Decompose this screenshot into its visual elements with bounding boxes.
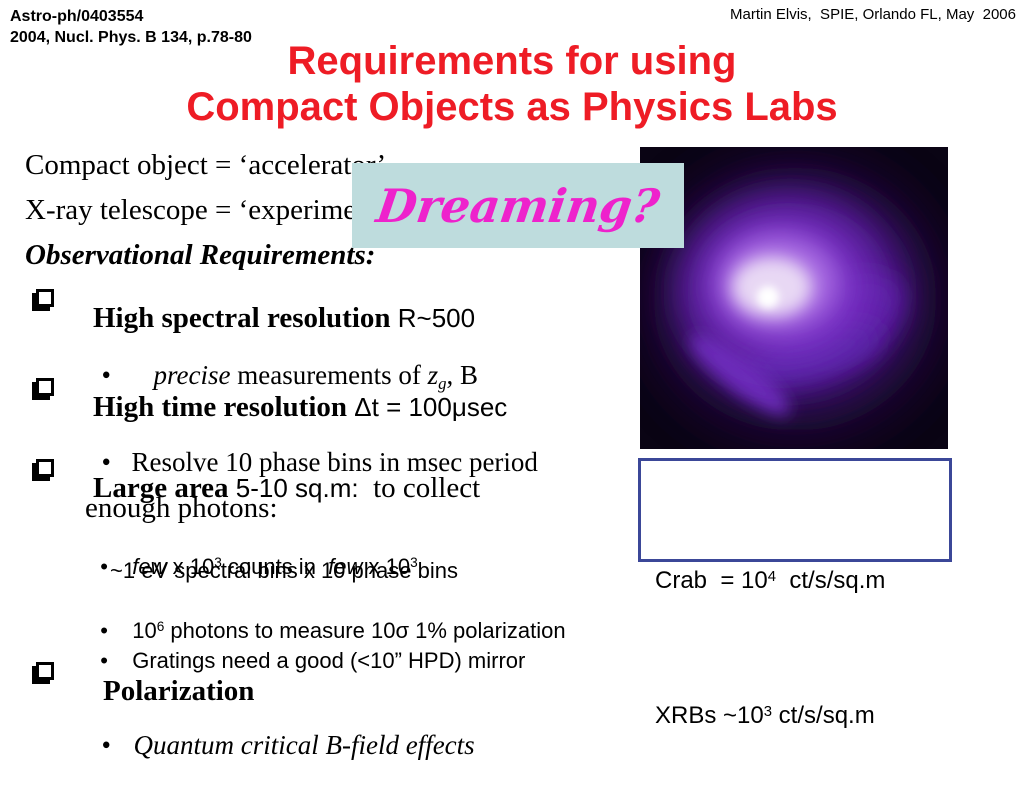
checkbox-bullet-icon <box>36 459 54 477</box>
emphasis-text: few <box>132 554 167 579</box>
subbullet-quantum-critical: • Quantum critical B-field effects <box>88 699 475 761</box>
crab-nebula-image <box>640 147 948 449</box>
plain-text: Gratings need a good (<10” HPD) mirror <box>132 648 526 673</box>
bullet-bold-text: High time resolution <box>93 391 348 423</box>
dot-bullet-icon: • <box>100 618 108 643</box>
slide-title: Requirements for using Compact Objects a… <box>0 38 1024 130</box>
plain-text: measurements of <box>230 360 428 390</box>
bullet-bold-text: Large area <box>93 472 229 504</box>
bullet-bold-text: Polarization <box>103 675 255 707</box>
bullet-large-area-line1: Large area 5-10 sq.m: to collect <box>85 454 480 505</box>
superscript-3: 3 <box>763 703 773 720</box>
dot-bullet-icon: • <box>101 730 111 760</box>
superscript-6: 6 <box>156 619 165 635</box>
plain-text: , B <box>446 360 479 390</box>
plain-text: x 10 <box>166 554 215 579</box>
subbullet-gratings-mirror: • Gratings need a good (<10” HPD) mirror <box>88 622 525 674</box>
intro-line-compact-object: Compact object = ‘accelerator’ <box>25 149 387 181</box>
emphasis-text: precise <box>153 360 231 390</box>
plain-text: counts in <box>221 554 329 579</box>
journal-reference: 2004, Nucl. Phys. B 134, p.78-80 <box>10 29 252 46</box>
subbullet-counts-line2: ~1 eV spectral bins x 10 phase bins <box>110 558 458 583</box>
plain-text: 10 <box>132 618 157 643</box>
subbullet-polarization-photons: • 106 photons to measure 10σ 1% polarizat… <box>88 592 566 644</box>
plain-text: Resolve 10 phase bins in msec period <box>131 447 538 477</box>
bullet-bold-text: High spectral resolution <box>93 302 391 334</box>
bullet-polarization: Polarization <box>95 657 254 708</box>
superscript-4: 4 <box>767 568 777 585</box>
dreaming-label: Dreaming? <box>373 178 663 233</box>
checkbox-bullet-icon <box>36 662 54 680</box>
count-rate-box: Crab = 104 ct/s/sq.m XRBs ~103 ct/s/sq.m <box>638 458 952 729</box>
dot-bullet-icon: • <box>100 554 108 579</box>
bullet-high-time-resolution: High time resolution Δt = 100μsec <box>85 373 507 424</box>
italic-text: Quantum critical B-field effects <box>133 730 475 760</box>
variable-z: z <box>427 360 439 390</box>
count-rate-line-xrbs: XRBs ~103 ct/s/sq.m <box>655 694 949 741</box>
emphasis-text: few <box>328 554 363 579</box>
crab-nebula-svg <box>640 147 948 449</box>
plain-text: XRBs ~10 <box>655 702 764 729</box>
dot-bullet-icon: • <box>101 447 111 477</box>
subbullet-precise-measurements: • precise measurements of zg, B <box>88 329 479 393</box>
checkbox-bullet-icon <box>36 289 54 307</box>
subscript-g: g <box>438 373 447 393</box>
dot-bullet-icon: • <box>100 648 108 673</box>
plain-text: Crab = 10 <box>655 567 768 594</box>
count-rate-line-crab: Crab = 104 ct/s/sq.m <box>655 559 949 606</box>
bullet-value-text: R~500 <box>390 303 476 333</box>
bullet-value-text: 5-10 sq.m: <box>228 473 374 503</box>
reference-block: Astro-ph/0403554 2004, Nucl. Phys. B 134… <box>10 6 252 48</box>
subbullet-counts-line1: • few x 103 counts in few x 103 <box>88 528 418 580</box>
plain-text: ct/s/sq.m <box>776 567 886 594</box>
intro-line-observational-requirements: Observational Requirements: <box>25 239 376 271</box>
plain-text: ct/s/sq.m <box>772 702 875 729</box>
dot-bullet-icon: • <box>101 360 111 390</box>
arxiv-reference: Astro-ph/0403554 <box>10 8 144 25</box>
superscript-3: 3 <box>214 555 222 571</box>
slide-title-line1: Requirements for using <box>287 39 737 83</box>
author-credit: Martin Elvis, SPIE, Orlando FL, May 2006 <box>730 6 1016 23</box>
checkbox-bullet-icon <box>36 378 54 396</box>
plain-text: photons to measure 10σ 1% polarization <box>164 618 566 643</box>
bullet-high-spectral-resolution: High spectral resolution R~500 <box>85 284 475 335</box>
intro-line-xray-telescope: X-ray telescope = ‘experiment’ <box>25 194 389 226</box>
bullet-value-text: Δt = 100μsec <box>347 392 508 422</box>
dreaming-overlay-box: Dreaming? <box>352 163 684 248</box>
slide-title-line2: Compact Objects as Physics Labs <box>186 85 838 129</box>
plain-text: x 10 <box>362 554 411 579</box>
subbullet-resolve-phase-bins: • Resolve 10 phase bins in msec period <box>88 416 538 478</box>
plain-text: to collect <box>373 472 481 504</box>
bullet-large-area-line2: enough photons: <box>85 492 278 524</box>
superscript-3: 3 <box>410 555 418 571</box>
